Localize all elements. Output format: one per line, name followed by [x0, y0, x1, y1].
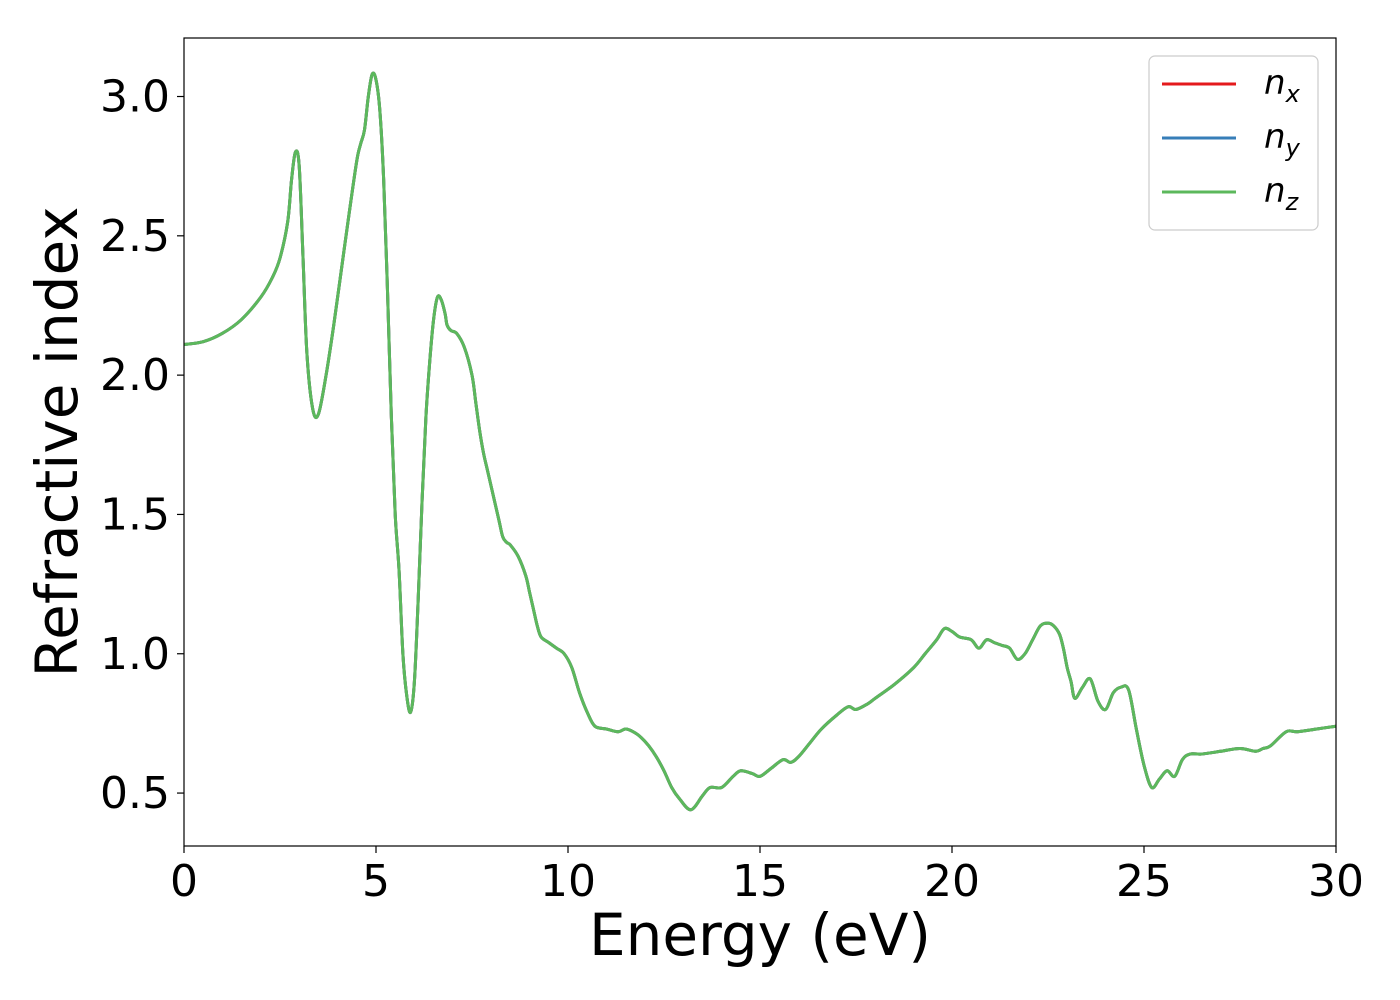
x-axis-title: Energy (eV)	[589, 901, 931, 969]
plot-area	[183, 37, 1337, 847]
series-line-nz	[184, 71, 1336, 812]
legend-box	[1148, 55, 1319, 231]
x-tick-label: 10	[540, 856, 596, 907]
y-axis-title: Refractive index	[23, 206, 91, 677]
legend: nx ny nz	[1148, 55, 1319, 231]
y-tick-label: 0.5	[100, 768, 170, 819]
legend-label-nz: nz	[1264, 171, 1300, 216]
y-tick-label: 2.5	[100, 211, 170, 262]
x-tick-label: 15	[732, 856, 788, 907]
legend-label-nx: nx	[1264, 63, 1301, 108]
x-axis-ticks: 0 5 10 15 20 25 30	[170, 846, 1364, 907]
series-layer	[184, 71, 1336, 812]
y-tick-label: 1.0	[100, 629, 170, 680]
y-tick-label: 1.5	[100, 489, 170, 540]
x-tick-label: 25	[1116, 856, 1172, 907]
y-tick-label: 2.0	[100, 350, 170, 401]
x-tick-label: 5	[362, 856, 390, 907]
x-tick-label: 0	[170, 856, 198, 907]
x-tick-label: 30	[1308, 856, 1364, 907]
y-axis-ticks: 0.5 1.0 1.5 2.0 2.5 3.0	[100, 72, 184, 819]
legend-label-ny: ny	[1264, 117, 1301, 162]
x-tick-label: 20	[924, 856, 980, 907]
y-tick-label: 3.0	[100, 72, 170, 123]
